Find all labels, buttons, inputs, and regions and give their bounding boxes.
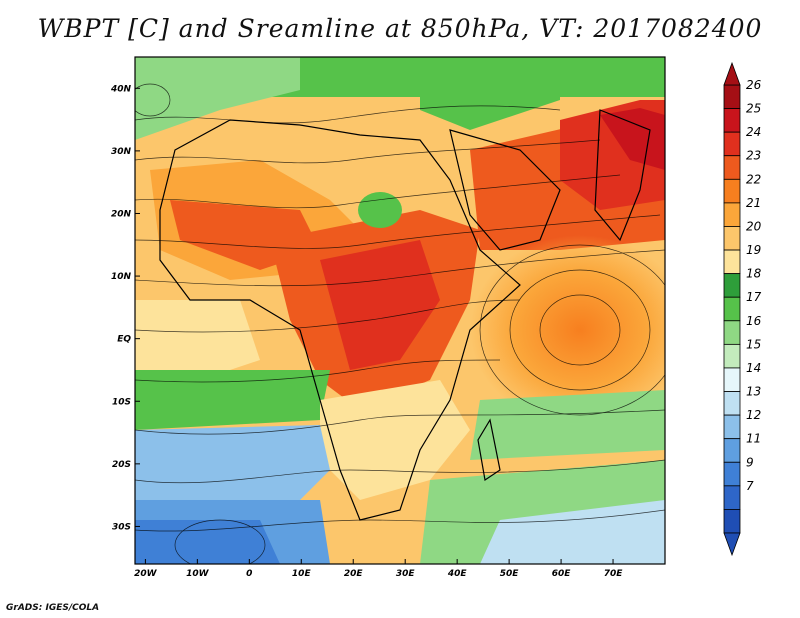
wbpt-field: [135, 57, 665, 564]
lon-label: 10W: [186, 569, 210, 579]
colorbar-label: 21: [746, 196, 761, 210]
map-title: WBPT [C] and Sreamline at 850hPa, VT: 20…: [37, 14, 763, 43]
colorbar-swatch: [723, 178, 741, 204]
lat-label: 20N: [111, 209, 132, 219]
colorbar-label: 12: [746, 408, 761, 422]
colorbar-swatch: [723, 438, 741, 463]
colorbar-swatch: [723, 84, 741, 109]
colorbar-label: 20: [746, 219, 762, 233]
colorbar-label: 24: [746, 125, 761, 139]
colorbar-swatch: [723, 485, 741, 510]
grads-credit: GrADS: IGES/COLA: [6, 603, 100, 613]
colorbar-label: 11: [746, 432, 761, 446]
lon-label: 0: [246, 569, 252, 579]
colorbar-label: 15: [746, 337, 761, 351]
lon-label: 20E: [344, 569, 364, 579]
lat-label: 10N: [111, 272, 132, 282]
lat-label: 30S: [112, 522, 131, 532]
colorbar-swatch: [723, 414, 741, 440]
colorbar-label: 23: [746, 149, 761, 163]
colorbar-label: 25: [746, 102, 761, 116]
colorbar-label: 13: [746, 385, 761, 399]
colorbar-swatch: [723, 296, 741, 322]
colorbar-label: 26: [746, 78, 762, 92]
colorbar-label: 19: [746, 243, 761, 257]
lon-label: 20W: [134, 569, 158, 579]
colorbar-swatch: [723, 226, 741, 251]
colorbar-swatch: [723, 131, 741, 157]
coastlines: [159, 109, 651, 521]
colorbar-swatch: [723, 202, 741, 227]
colorbar-swatch: [723, 367, 741, 392]
lon-label: 70E: [604, 569, 624, 579]
colorbar-swatch: [723, 320, 741, 345]
latitude-axis: 40N 30N 20N 10N EQ 10S 20S 30S: [110, 84, 140, 532]
lat-label: 40N: [110, 84, 132, 94]
colorbar-swatch: [723, 509, 741, 534]
lon-label: 30E: [396, 569, 416, 579]
colorbar-swatch: [723, 391, 741, 416]
colorbar-label: 18: [746, 267, 762, 281]
colorbar-label: 9: [746, 455, 754, 469]
streamlines: [135, 83, 665, 564]
colorbar-label: 16: [746, 314, 762, 328]
colorbar: 26 25 24 23 22 21 20 19 18 17 16 15 14 13 12 11 9 7: [723, 61, 762, 557]
colorbar-label: 17: [746, 290, 762, 304]
lat-label: 10S: [112, 397, 131, 407]
colorbar-swatch: [723, 461, 741, 487]
colorbar-swatch: [723, 155, 741, 180]
colorbar-top-arrow: [723, 61, 741, 86]
colorbar-swatch: [723, 249, 741, 275]
longitude-axis: 20W 10W 0 10E 20E 30E 40E 50E 60E 70E: [134, 559, 623, 579]
lat-label: 20S: [112, 460, 131, 470]
lon-label: 40E: [447, 569, 468, 579]
colorbar-label: 22: [746, 172, 761, 186]
lat-label: EQ: [117, 335, 131, 345]
lat-label: 30N: [111, 147, 132, 157]
lon-label: 10E: [292, 569, 312, 579]
lon-label: 50E: [500, 569, 520, 579]
colorbar-swatch: [723, 273, 741, 298]
colorbar-label: 7: [746, 479, 754, 493]
colorbar-label: 14: [746, 361, 761, 375]
plot-frame: [134, 56, 666, 565]
colorbar-bottom-arrow: [723, 532, 741, 557]
lon-label: 60E: [552, 569, 572, 579]
colorbar-swatch: [723, 343, 741, 369]
colorbar-swatch: [723, 108, 741, 133]
